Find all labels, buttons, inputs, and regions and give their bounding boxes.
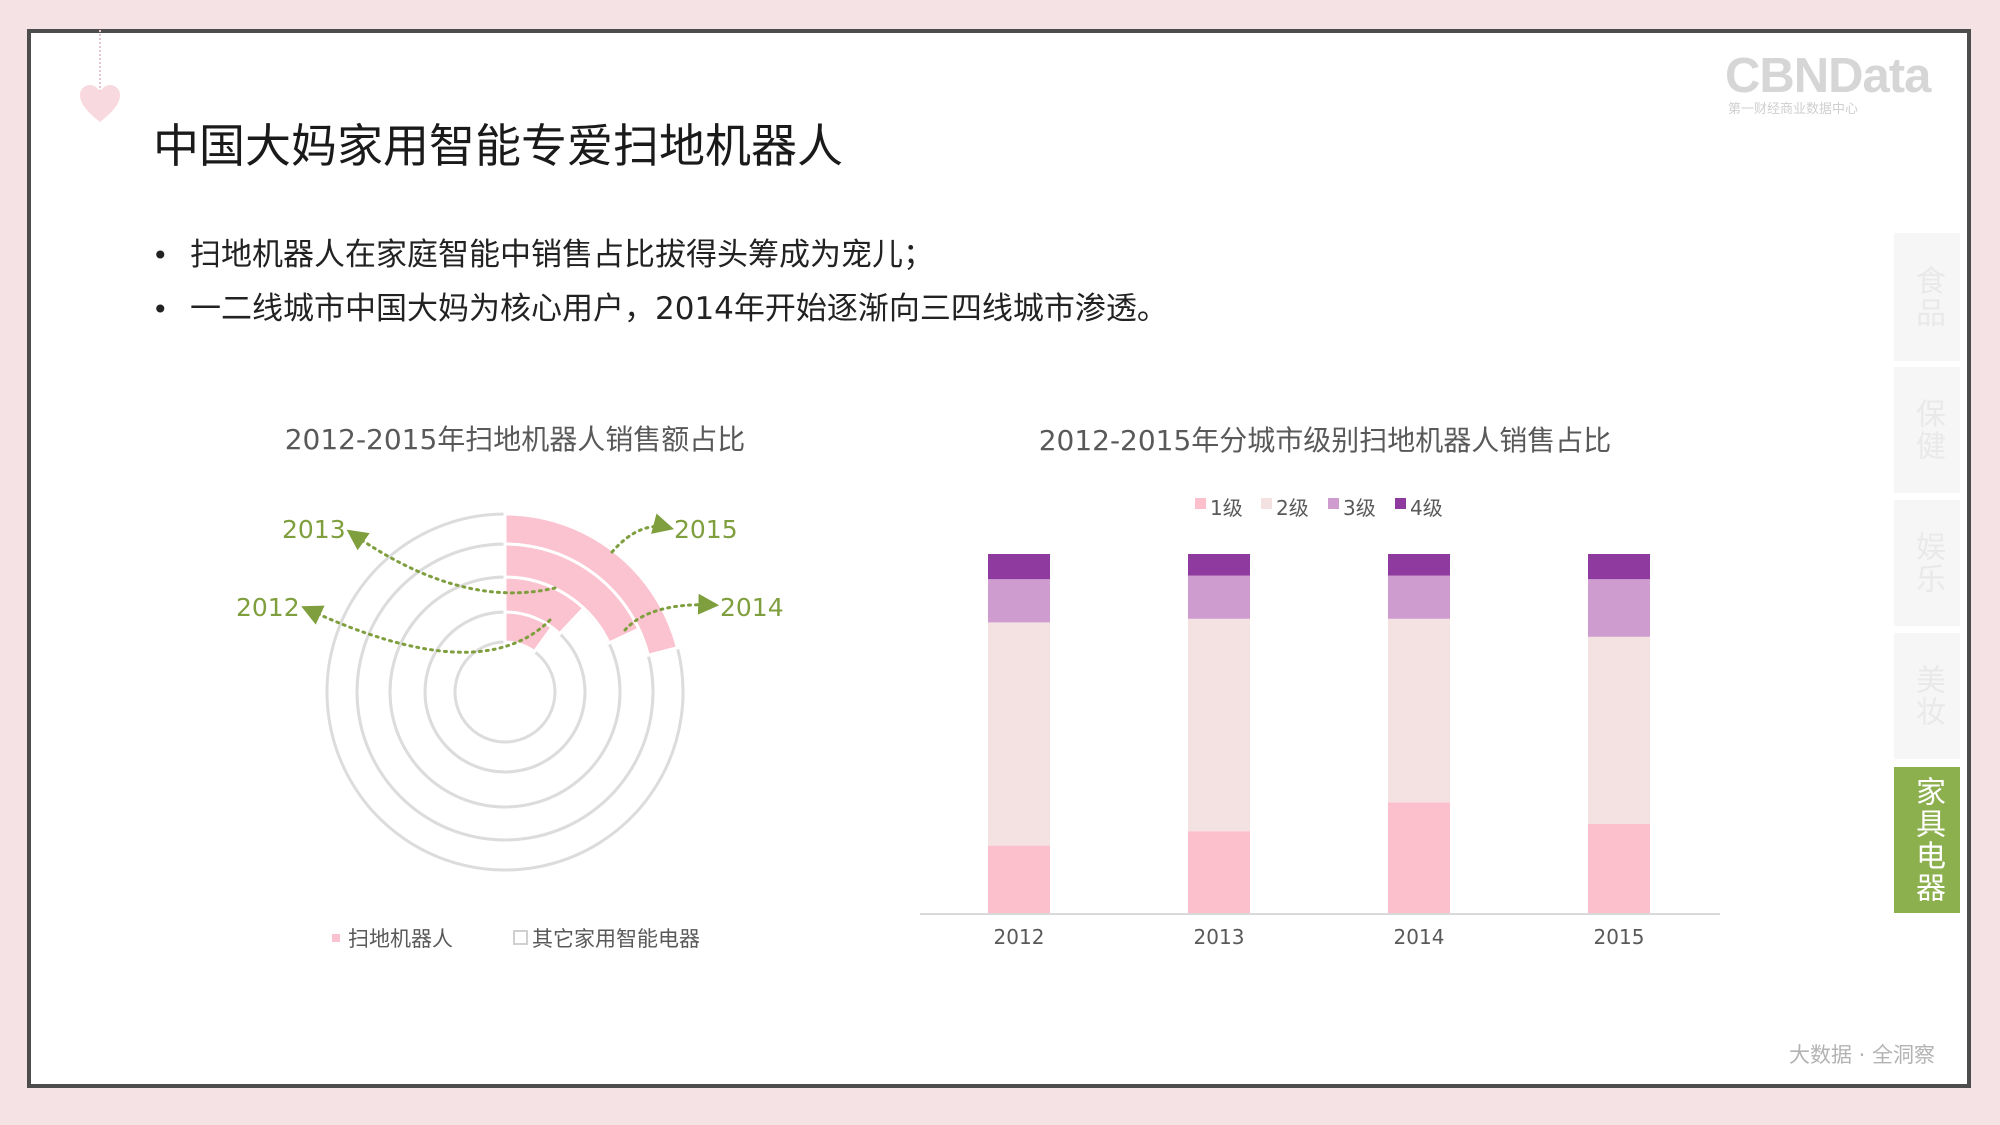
- bar-segment-2013-1级: [1188, 831, 1250, 914]
- side-tab-beauty[interactable]: 美妆: [1894, 633, 1960, 759]
- x-tick-label: 2013: [1194, 925, 1245, 949]
- x-tick-label: 2015: [1594, 925, 1645, 949]
- bar-segment-2014-4级: [1388, 554, 1450, 576]
- bar-segment-2015-3级: [1588, 579, 1650, 637]
- legend-label: 扫地机器人: [348, 927, 453, 951]
- bar-segment-2014-2级: [1388, 618, 1450, 803]
- side-tab-food[interactable]: 食品: [1894, 233, 1960, 361]
- bar-chart-title: 2012-2015年分城市级别扫地机器人销售占比: [1038, 424, 1612, 457]
- annotation-arrow: [346, 529, 557, 595]
- decorative-dotted-line: [99, 30, 101, 92]
- footer-slogan: 大数据 · 全洞察: [1789, 1043, 1936, 1067]
- side-tab-home-appliances[interactable]: 家具电器: [1894, 767, 1960, 913]
- bar-segment-2015-4级: [1588, 554, 1650, 580]
- cbndata-logo: CBNData 第一财经商业数据中心: [1725, 49, 1931, 118]
- annotation-arrow: [610, 513, 675, 554]
- annotation-arrow: [623, 593, 720, 632]
- annotation-label: 2013: [282, 515, 346, 544]
- side-tab-health[interactable]: 保健: [1894, 367, 1960, 493]
- legend-swatch: [1395, 498, 1406, 509]
- heart-icon: [80, 85, 120, 122]
- bar-segment-2012-4级: [988, 554, 1050, 580]
- bullet-item: 扫地机器人在家庭智能中销售占比拔得头筹成为宠儿；: [152, 228, 1168, 282]
- legend-label: 其它家用智能电器: [532, 927, 700, 951]
- legend-swatch-other: [513, 930, 528, 945]
- legend-swatch: [1195, 498, 1206, 509]
- bar-segment-2012-2级: [988, 622, 1050, 846]
- legend-label: 3级: [1343, 496, 1376, 520]
- logo-subtitle: 第一财经商业数据中心: [1728, 102, 1859, 117]
- legend-label: 2级: [1276, 496, 1309, 520]
- logo-text: CBNData: [1725, 49, 1931, 103]
- bar-segment-2012-1级: [988, 845, 1050, 914]
- bar-segment-2015-1级: [1588, 824, 1650, 914]
- annotation-label: 2012: [236, 593, 300, 622]
- ring-chart-title: 2012-2015年扫地机器人销售额占比: [284, 423, 746, 456]
- annotation-label: 2015: [674, 515, 738, 544]
- legend-swatch-robot: [332, 934, 340, 942]
- bar-segment-2014-1级: [1388, 802, 1450, 914]
- x-tick-label: 2014: [1394, 925, 1445, 949]
- legend-swatch: [1328, 498, 1339, 509]
- bar-segment-2014-3级: [1388, 575, 1450, 619]
- bar-segment-2013-3级: [1188, 575, 1250, 619]
- bullet-list: 扫地机器人在家庭智能中销售占比拔得头筹成为宠儿； 一二线城市中国大妈为核心用户，…: [152, 228, 1168, 336]
- annotation-arrow: [301, 605, 552, 654]
- bar-segment-2012-3级: [988, 579, 1050, 623]
- x-tick-label: 2012: [994, 925, 1045, 949]
- annotation-label: 2014: [720, 593, 784, 622]
- side-tab-entertainment[interactable]: 娱乐: [1894, 500, 1960, 626]
- bar-segment-2013-2级: [1188, 618, 1250, 832]
- bullet-item: 一二线城市中国大妈为核心用户，2014年开始逐渐向三四线城市渗透。: [152, 282, 1168, 336]
- legend-label: 4级: [1410, 496, 1443, 520]
- bar-segment-2013-4级: [1188, 554, 1250, 576]
- legend-swatch: [1261, 498, 1272, 509]
- ring-chart: 2013 2015 2012 2014 扫地机器人 其它家用智能电器: [236, 512, 784, 951]
- ring-other-2015: [325, 512, 685, 872]
- legend-label: 1级: [1210, 496, 1243, 520]
- stacked-bar-chart: 1级 2级 3级 4级 2012 2013 2014 2015: [920, 496, 1720, 949]
- bar-segment-2015-2级: [1588, 636, 1650, 824]
- page-title: 中国大妈家用智能专爱扫地机器人: [153, 119, 843, 173]
